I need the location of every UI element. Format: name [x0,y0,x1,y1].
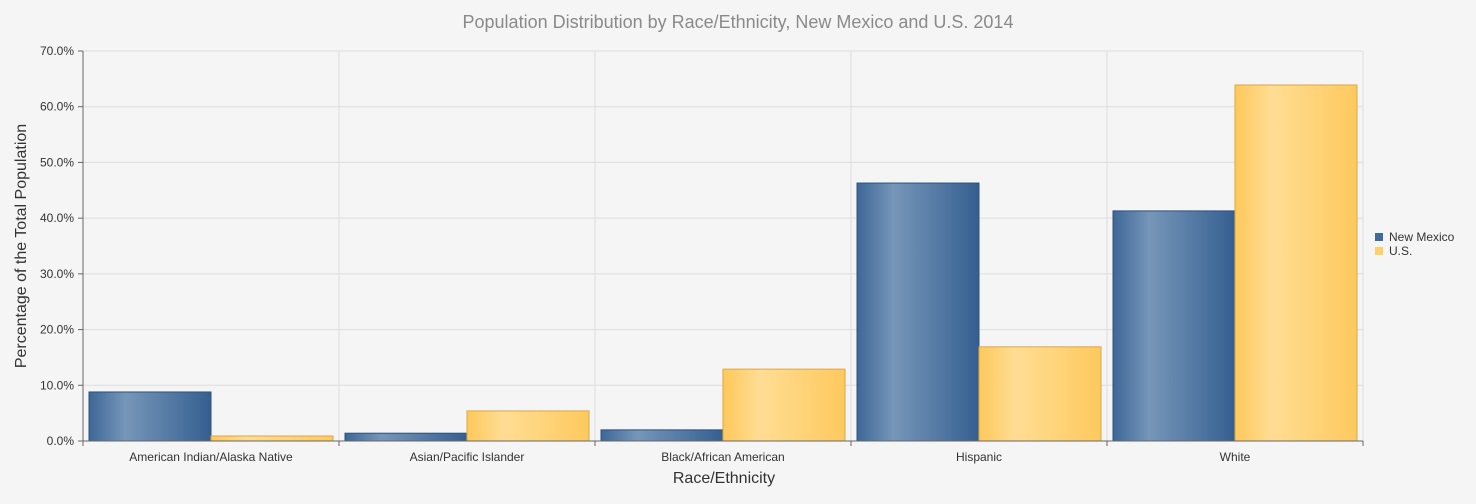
legend-label: U.S. [1389,244,1412,258]
bar-us [978,346,1102,442]
x-tick-label: Asian/Pacific Islander [410,450,525,464]
x-tick-label: Black/African American [661,450,784,464]
y-tick-label: 70.0% [40,44,74,58]
bar-new-mexico [88,391,212,442]
bars-group [88,84,1358,442]
y-tick-label: 40.0% [40,211,74,225]
bar-us [1234,84,1358,442]
axes-group: 0.0% 10.0% 20.0% 30.0% 40.0% 50.0% 60.0% 70.0% A… [40,44,1364,464]
x-tick-label: American Indian/Alaska Native [129,450,293,464]
legend-label: New Mexico [1389,230,1455,244]
bar-new-mexico [600,429,724,442]
bar-us [722,368,846,442]
legend-swatch [1375,247,1383,255]
y-axis-title: Percentage of the Total Population [13,124,30,368]
legend-swatch [1375,233,1383,241]
y-tick-label: 50.0% [40,155,74,169]
bar-new-mexico [1112,210,1236,442]
bar-us [210,435,334,442]
y-tick-label: 30.0% [40,267,74,281]
y-tick-label: 60.0% [40,100,74,114]
y-tick-label: 20.0% [40,323,74,337]
chart-title: Population Distribution by Race/Ethnicit… [463,12,1014,32]
x-axis-title: Race/Ethnicity [673,470,775,487]
bar-new-mexico [344,432,468,442]
x-tick-label: Hispanic [956,450,1002,464]
y-tick-label: 0.0% [47,434,75,448]
bar-us [466,410,590,442]
y-tick-label: 10.0% [40,378,74,392]
x-tick-label: White [1220,450,1251,464]
bar-new-mexico [856,182,980,442]
